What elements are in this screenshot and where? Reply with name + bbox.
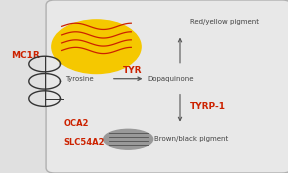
Text: TYRP-1: TYRP-1 — [190, 102, 226, 111]
Text: OCA2: OCA2 — [63, 119, 89, 128]
Text: Brown/black pigment: Brown/black pigment — [154, 136, 228, 142]
Text: Tyrosine: Tyrosine — [65, 76, 93, 82]
FancyBboxPatch shape — [46, 0, 288, 173]
Text: SLC54A2: SLC54A2 — [63, 138, 105, 147]
Text: TYR: TYR — [123, 66, 142, 75]
Text: MC1R: MC1R — [12, 51, 40, 60]
Circle shape — [52, 20, 141, 74]
Ellipse shape — [104, 129, 153, 149]
Text: Dopaquinone: Dopaquinone — [147, 76, 193, 82]
Text: Red/yellow pigment: Red/yellow pigment — [190, 20, 259, 25]
